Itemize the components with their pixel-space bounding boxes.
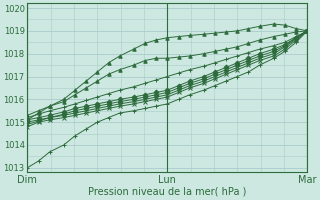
X-axis label: Pression niveau de la mer( hPa ): Pression niveau de la mer( hPa ): [88, 187, 246, 197]
